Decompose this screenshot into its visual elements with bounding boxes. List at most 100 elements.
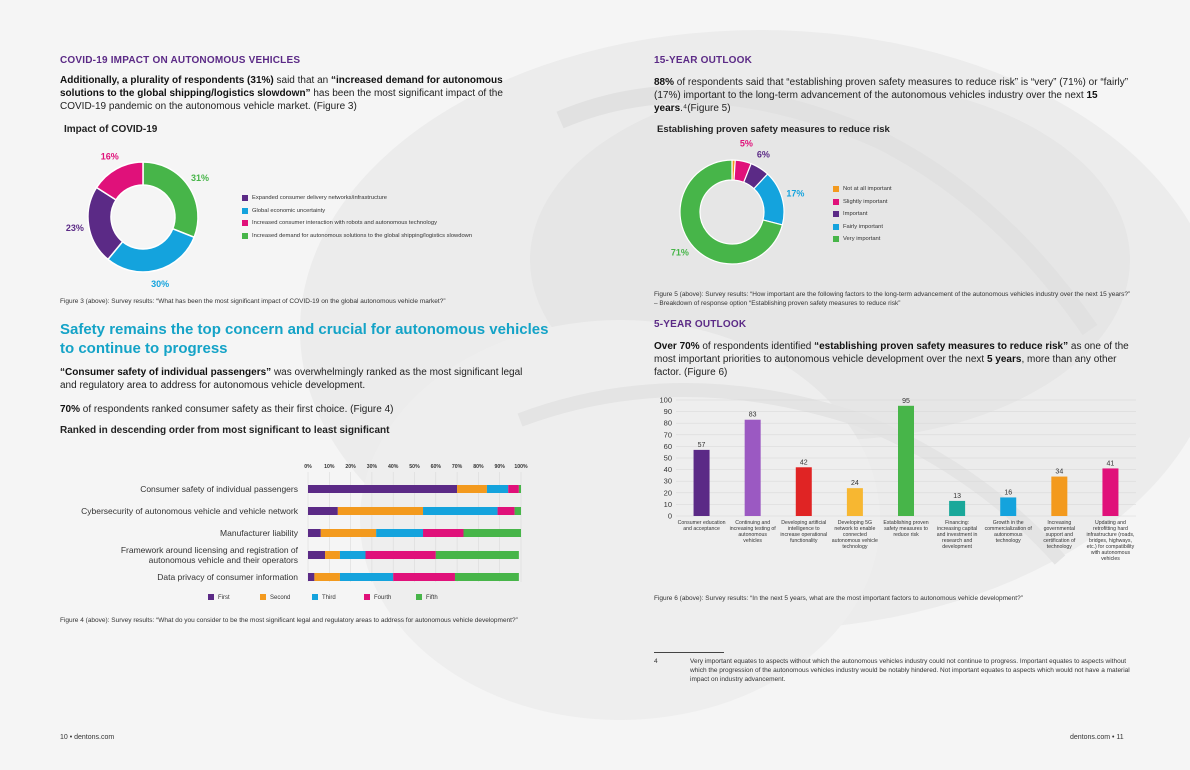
ranked-xtick: 30% <box>367 464 378 470</box>
ranked-bar-segment <box>339 573 394 581</box>
bars-ytick: 70 <box>664 430 672 439</box>
bars-ytick: 30 <box>664 477 672 486</box>
legend-swatch <box>833 223 839 230</box>
ranked-bar-segment <box>376 529 424 537</box>
ranked-bar-segment <box>308 551 326 559</box>
ranked-bar-segment <box>308 485 458 493</box>
covid-paragraph-bold-b: “increased demand for autonomous solutio… <box>60 75 503 99</box>
legend-label: Expanded consumer delivery networks/infr… <box>252 195 388 202</box>
legend-label: Not at all important <box>843 186 892 193</box>
covid-donut-chart: 31% 30% 23% 16% <box>66 152 209 289</box>
bars-value-label: 13 <box>953 493 961 500</box>
bars-bar <box>693 449 710 516</box>
safety-slice-label-1: 5% <box>740 140 753 149</box>
covid-slice-label-0: 23% <box>66 223 84 233</box>
ranked-category-label: Framework around licensing and registrat… <box>120 545 298 565</box>
bars-category-label: Developing 5G network to enable connecte… <box>831 520 878 550</box>
bars-category-label: Consumer education and acceptance <box>677 520 726 532</box>
bars-ytick: 80 <box>664 419 672 428</box>
ranked-bar-segment <box>308 507 338 515</box>
ranked-bar-segment <box>454 573 519 581</box>
legend-swatch <box>833 198 839 205</box>
safety-paragraph-end: was overwhelmingly ranked as the most si… <box>60 367 523 391</box>
bars-value-label: 57 <box>698 442 706 449</box>
ranked-bar-segment <box>457 485 487 493</box>
ranked-category-label: Manufacturer liability <box>220 528 298 538</box>
ranked-xtick: 60% <box>431 464 442 470</box>
bars-ytick: 50 <box>664 454 672 463</box>
bars-bar <box>949 500 966 516</box>
bars-category-label: Increasing governmental support and cert… <box>1043 520 1076 550</box>
five-year-percent: Over 70% <box>654 341 700 352</box>
ranked-xtick: 20% <box>345 464 356 470</box>
bars-bar <box>795 467 812 516</box>
ranked-legend-label: Third <box>322 595 336 601</box>
five-year-text-a: of respondents identified <box>699 341 815 352</box>
covid-paragraph-end: has been the most significant impact of … <box>60 88 503 112</box>
ranked-bar-segment <box>435 551 519 559</box>
bars-bar <box>1000 497 1017 516</box>
safety-measures-chart-title: Establishing proven safety measures to r… <box>657 124 890 135</box>
footnote-text: Very important equates to aspects withou… <box>690 658 1130 683</box>
covid-legend-item: Increased demand for autonomous solution… <box>242 230 472 243</box>
bars-bar <box>846 488 863 516</box>
safety-legend-item: Not at all important <box>833 183 892 196</box>
five-year-text-c: , more than any other factor. (Figure 6) <box>654 354 1117 378</box>
fifteen-year-heading: 15-YEAR OUTLOOK <box>654 55 753 66</box>
fifteen-year-paragraph: 88% of respondents said that “establishi… <box>654 76 1134 115</box>
ranked-legend-swatch <box>208 594 214 600</box>
bars-bar <box>898 405 914 516</box>
left-footer: 10 • dentons.com <box>60 734 115 741</box>
ranked-xtick: 50% <box>409 464 420 470</box>
safety-legend-item: Slightly important <box>833 196 892 209</box>
ranked-category-label: Cybersecurity of autonomous vehicle and … <box>81 506 298 516</box>
ranked-xtick: 40% <box>388 464 399 470</box>
ranked-legend-swatch <box>312 594 318 600</box>
fifteen-year-ref: .⁴(Figure 5) <box>680 103 731 114</box>
first-choice-percent: 70% <box>60 404 81 415</box>
fifteen-year-percent: 88% <box>654 77 675 88</box>
bars-bar <box>1051 476 1068 516</box>
bars-value-label: 42 <box>800 459 808 466</box>
ranked-stacked-bar-chart: 0% 10% 20% 30% 40% 50% 60% 70% 80% 90% 100% First Se… <box>208 464 528 601</box>
legend-swatch <box>242 207 248 214</box>
ranked-title: Ranked in descending order from most sig… <box>60 425 390 436</box>
ranked-bar-segment <box>308 529 321 537</box>
legend-swatch <box>833 236 839 243</box>
footnote-rule <box>654 652 724 653</box>
bars-bar <box>1102 468 1119 516</box>
safety-slice-label-4: 71% <box>671 247 689 257</box>
ranked-bar-segment <box>486 485 509 493</box>
ranked-bar-segment <box>463 529 521 537</box>
ranked-category-label: Consumer safety of individual passengers <box>140 484 298 494</box>
ranked-category-labels: Consumer safety of individual passengers… <box>60 458 300 608</box>
bars-category-label: Establishing proven safety measures to r… <box>883 520 929 538</box>
covid-slice-3 <box>142 161 199 239</box>
safety-slice-label-3: 17% <box>786 189 804 199</box>
first-choice-text: of respondents ranked consumer safety as… <box>80 404 394 415</box>
bars-value-label: 16 <box>1004 489 1012 496</box>
five-year-heading: 5-YEAR OUTLOOK <box>654 319 747 330</box>
legend-label: Slightly important <box>843 198 888 205</box>
safety-measures-donut-chart: 5% 6% 17% 71% <box>671 140 804 265</box>
ranked-bar-segment <box>514 507 521 515</box>
ranked-legend-swatch <box>364 594 370 600</box>
legend-label: Fairly important <box>843 223 883 230</box>
covid-legend-item: Global economic uncertainty <box>242 205 472 218</box>
ranked-bar-segment <box>497 507 515 515</box>
legend-label: Increased consumer interaction with robo… <box>252 220 437 227</box>
ranked-bar-segment <box>337 507 424 515</box>
figure3-caption: Figure 3 (above): Survey results: “What … <box>60 298 446 305</box>
ranked-bar-segment <box>423 507 498 515</box>
covid-paragraph-bold-a: Additionally, a plurality of respondents… <box>60 75 274 86</box>
legend-swatch <box>833 186 839 193</box>
fifteen-year-years: 15 years <box>654 90 1098 114</box>
ranked-bar-segment <box>423 529 464 537</box>
bars-ytick: 40 <box>664 465 672 474</box>
fifteen-year-text: of respondents said that “establishing p… <box>654 77 1129 101</box>
covid-slice-1 <box>106 227 196 273</box>
safety-slice-4 <box>679 159 784 265</box>
ranked-xtick: 100% <box>514 464 528 470</box>
bars-ytick: 0 <box>668 512 672 521</box>
covid-paragraph-mid: said that an <box>273 75 331 86</box>
